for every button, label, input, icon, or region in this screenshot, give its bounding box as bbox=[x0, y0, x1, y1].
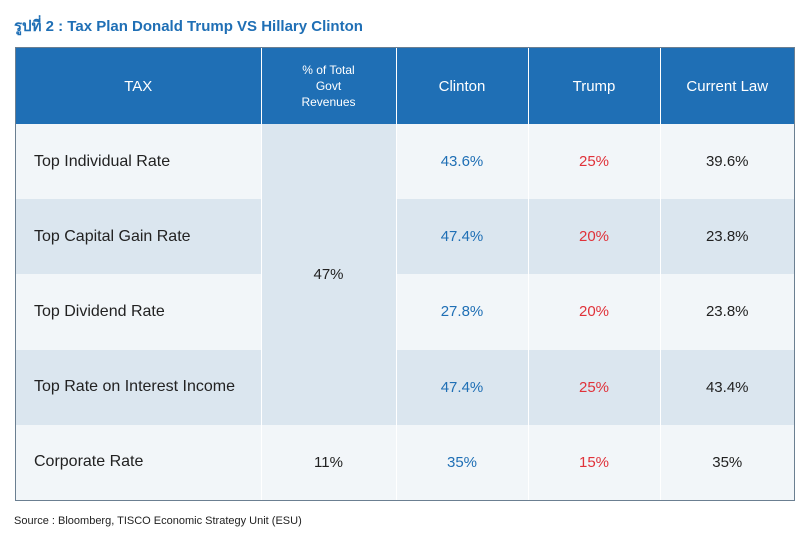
source-note: Source : Bloomberg, TISCO Economic Strat… bbox=[14, 515, 302, 527]
header-share-of-revenues: % of Total Govt Revenues bbox=[261, 48, 397, 124]
header-share-line2: Govt bbox=[315, 79, 342, 93]
table-row: Top Individual Rate 47% 43.6% 25% 39.6% bbox=[16, 124, 794, 425]
tax-plan-table: TAX % of Total Govt Revenues Clinton Tru… bbox=[15, 47, 795, 501]
header-clinton: Clinton bbox=[396, 48, 529, 124]
row-label: Top Rate on Interest Income bbox=[16, 349, 262, 425]
figure-title: รูปที่ 2 : Tax Plan Donald Trump VS Hill… bbox=[14, 18, 363, 35]
trump-value: 15% bbox=[528, 424, 661, 500]
current-law-value: 35% bbox=[660, 424, 794, 500]
current-law-value: 39.6% bbox=[660, 124, 794, 200]
header-current-law: Current Law bbox=[660, 48, 794, 124]
clinton-value: 47.4% bbox=[396, 349, 529, 425]
clinton-value: 35% bbox=[396, 424, 529, 500]
header-row: TAX % of Total Govt Revenues Clinton Tru… bbox=[16, 48, 794, 124]
trump-value: 25% bbox=[528, 349, 661, 425]
row-label: Top Individual Rate bbox=[16, 124, 262, 200]
current-law-value: 43.4% bbox=[660, 349, 794, 425]
current-law-value: 23.8% bbox=[660, 274, 794, 350]
trump-value: 25% bbox=[528, 124, 661, 200]
trump-value: 20% bbox=[528, 199, 661, 275]
table-row: Top Dividend Rate 27.8% 20% 23.8% bbox=[16, 274, 794, 350]
table-row: Top Rate on Interest Income 47.4% 25% 43… bbox=[16, 349, 794, 425]
row-label: Corporate Rate bbox=[16, 424, 262, 500]
current-law-value: 23.8% bbox=[660, 199, 794, 275]
row-label: Top Capital Gain Rate bbox=[16, 199, 262, 275]
header-trump: Trump bbox=[528, 48, 661, 124]
clinton-value: 27.8% bbox=[396, 274, 529, 350]
table-row: Top Capital Gain Rate 47.4% 20% 23.8% bbox=[16, 199, 794, 275]
clinton-value: 43.6% bbox=[396, 124, 529, 200]
trump-value: 20% bbox=[528, 274, 661, 350]
header-share-line3: Revenues bbox=[301, 95, 356, 109]
clinton-value: 47.4% bbox=[396, 199, 529, 275]
share-value: 11% bbox=[261, 424, 397, 500]
header-tax: TAX bbox=[16, 48, 262, 124]
row-label: Top Dividend Rate bbox=[16, 274, 262, 350]
merged-share-cell: 47% bbox=[261, 124, 397, 425]
table-row: Corporate Rate 11% 35% 15% 35% bbox=[16, 424, 794, 500]
header-share-line1: % of Total bbox=[302, 63, 355, 77]
